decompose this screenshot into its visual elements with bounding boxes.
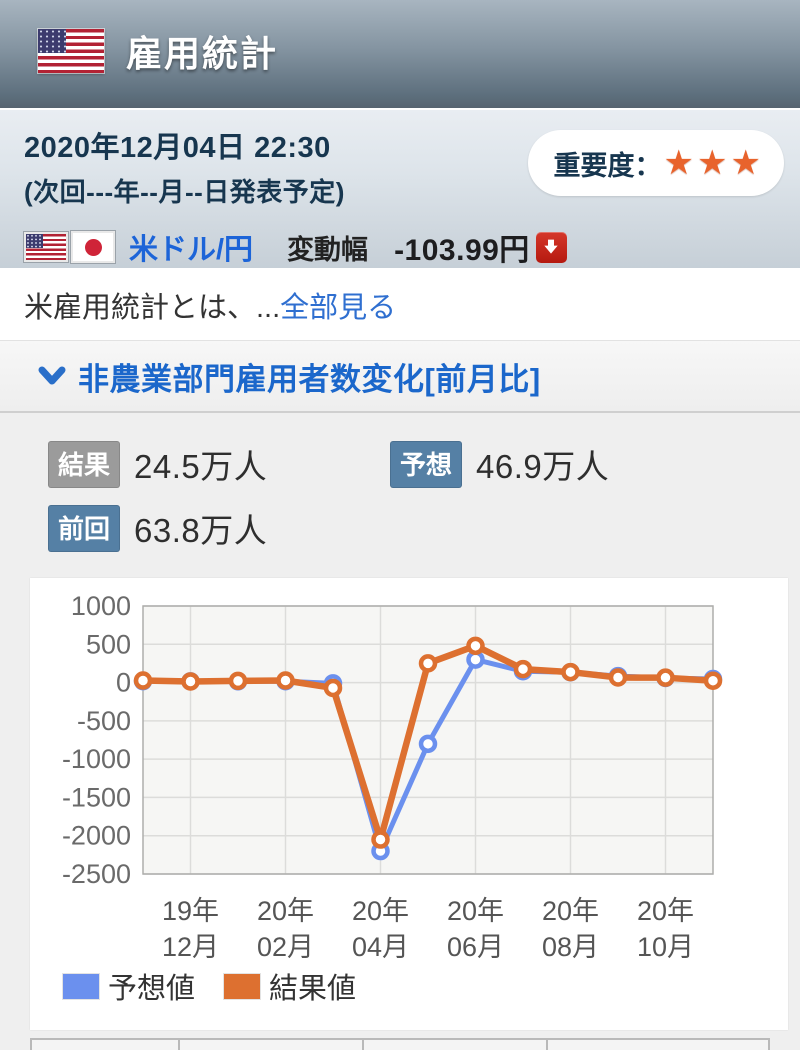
svg-text:06月: 06月 (447, 932, 504, 962)
result-stat: 結果 24.5万人 (48, 440, 390, 488)
description-strip: 米雇用統計とは、...全部見る (0, 268, 800, 340)
svg-text:02月: 02月 (257, 932, 314, 962)
svg-text:20年: 20年 (637, 896, 694, 926)
importance-stars-icon: ★★★ (663, 144, 764, 182)
chart-card: -2500 -2000 -1500 -1000 -500 0 500 1000 19年 12月 20… (30, 578, 788, 1030)
currency-pair-row: 米ドル/円 変動幅 -103.99円 (23, 225, 784, 269)
svg-text:0: 0 (116, 668, 131, 698)
forecast-badge: 予想 (390, 440, 463, 488)
chart-legend: 予想値 結果値 (30, 965, 788, 1007)
forecast-stat: 予想 46.9万人 (390, 440, 609, 488)
legend-item-result: 結果値 (223, 965, 356, 1007)
employment-chart: -2500 -2000 -1500 -1000 -500 0 500 1000 19年 12月 20… (62, 591, 723, 962)
currency-pair-link[interactable]: 米ドル/円 (129, 234, 254, 266)
previous-value: 63.8万人 (134, 512, 268, 549)
jp-flag-icon-small (70, 230, 116, 264)
page-title: 雇用統計 (126, 33, 279, 74)
svg-text:-500: -500 (77, 706, 131, 736)
range-label: 変動幅 (287, 234, 369, 265)
release-info-band: 2020年12月04日 22:30 (次回---年--月--日発表予定) 重要度… (0, 110, 800, 268)
importance-label: 重要度： (553, 150, 662, 181)
svg-text:-1000: -1000 (62, 744, 131, 774)
range-value: -103.99円 (394, 234, 530, 267)
previous-stat: 前回 63.8万人 (48, 504, 267, 552)
svg-text:500: 500 (86, 629, 131, 659)
chevron-down-icon (38, 365, 66, 387)
svg-text:12月: 12月 (162, 932, 219, 962)
svg-text:20年: 20年 (352, 896, 409, 926)
svg-text:-1500: -1500 (62, 782, 131, 812)
app-header: 雇用統計 (0, 0, 800, 110)
legend-label-forecast: 予想値 (108, 973, 196, 1005)
previous-badge: 前回 (48, 504, 121, 552)
next-release-date: (次回---年--月--日発表予定) (24, 177, 345, 207)
svg-text:04月: 04月 (352, 932, 409, 962)
see-all-link[interactable]: 全部見る (280, 292, 397, 324)
result-badge: 結果 (48, 440, 121, 488)
svg-text:1000: 1000 (71, 591, 131, 621)
table-cell (548, 1040, 768, 1050)
svg-text:20年: 20年 (257, 896, 314, 926)
table-cell (180, 1040, 362, 1050)
stats-section: 結果 24.5万人 予想 46.9万人 前回 63.8万人 -2500 -2000… (0, 413, 800, 1050)
section-title: 非農業部門雇用者数変化[前月比] (78, 361, 541, 397)
us-flag-icon-small (23, 231, 69, 263)
svg-text:-2500: -2500 (62, 859, 131, 889)
result-swatch-icon (223, 972, 262, 1000)
table-cell (364, 1040, 546, 1050)
svg-text:-2000: -2000 (62, 821, 131, 851)
importance-pill: 重要度： ★★★ (527, 130, 784, 196)
forecast-value: 46.9万人 (476, 448, 610, 485)
legend-label-result: 結果値 (269, 973, 357, 1005)
svg-text:20年: 20年 (447, 896, 504, 926)
table-cell (32, 1040, 178, 1050)
svg-text:10月: 10月 (637, 932, 694, 962)
indicator-section-header[interactable]: 非農業部門雇用者数変化[前月比] (0, 340, 800, 413)
us-flag-icon (38, 29, 104, 73)
forecast-swatch-icon (62, 972, 100, 1000)
svg-text:08月: 08月 (542, 932, 599, 962)
history-table-clipped (30, 1038, 770, 1050)
description-text: 米雇用統計とは、... (24, 292, 281, 324)
legend-item-forecast: 予想値 (62, 965, 195, 1007)
svg-text:20年: 20年 (542, 896, 599, 926)
svg-text:19年: 19年 (162, 896, 219, 926)
release-datetime: 2020年12月04日 22:30 (24, 132, 331, 164)
result-value: 24.5万人 (134, 448, 268, 485)
down-arrow-icon (535, 231, 567, 263)
